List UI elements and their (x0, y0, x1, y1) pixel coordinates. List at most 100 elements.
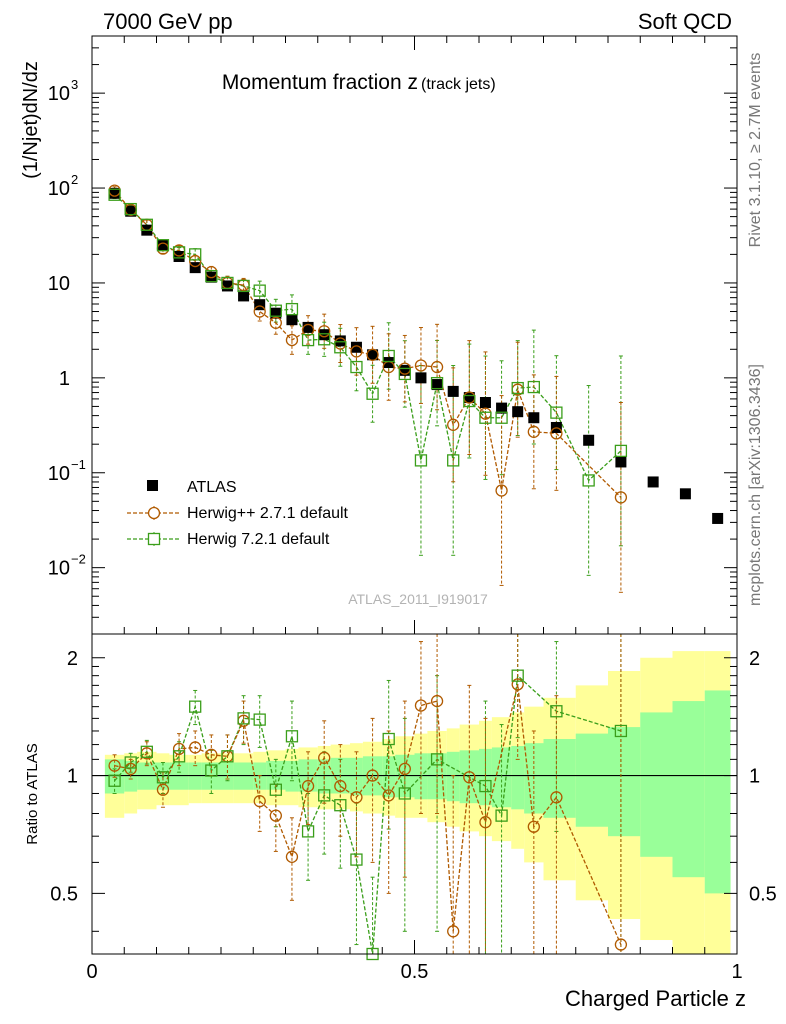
ratio-y-tick-label-right: 0.5 (749, 883, 777, 905)
atlas-data-point (512, 406, 524, 418)
ratio-herwigpp-point (189, 741, 202, 754)
atlas-data-point (383, 357, 395, 369)
main-y-tick-exponent: −2 (71, 552, 86, 567)
main-series-line (114, 190, 622, 498)
herwig7-data-point (269, 304, 282, 317)
ratio-y-tick-label-right: 1 (749, 766, 760, 788)
ratio-herwig7-point (382, 732, 395, 746)
ratio-herwig7-point (285, 730, 299, 743)
ratio-herwigpp-point (108, 759, 121, 772)
atlas-data-point (583, 434, 595, 446)
herwig7-data-point (205, 269, 218, 283)
ratio-herwigpp-point (430, 694, 444, 708)
atlas-data-point (189, 262, 201, 274)
legend-label-herwigpp: Herwig++ 2.7.1 default (187, 505, 349, 522)
main-y-tick-exponent: 3 (71, 77, 78, 92)
ratio-herwig7-point (108, 774, 121, 787)
atlas-data-point (479, 396, 491, 408)
atlas-data-point (254, 299, 266, 311)
ratio-band-inner (543, 739, 576, 818)
ratio-y-label: Ratio to ATLAS (24, 743, 41, 844)
herwig7-data-point (430, 376, 444, 390)
ratio-herwig7-point (205, 764, 218, 777)
ratio-herwigpp-point (550, 791, 563, 804)
ratio-herwigpp-point (479, 816, 492, 829)
atlas-data-point (157, 239, 169, 251)
ratio-herwigpp-point (414, 699, 428, 712)
ratio-series-line (114, 684, 622, 945)
legend-marker-herwigpp (147, 506, 161, 520)
atlas-data-point (350, 341, 362, 353)
herwig7-data-point (318, 333, 331, 346)
herwig7-data-point (495, 411, 508, 424)
ratio-y-tick-label: 0.5 (50, 883, 78, 905)
ratio-herwigpp-point (318, 751, 331, 764)
ratio-y-tick-label-right: 2 (749, 648, 760, 670)
x-tick-label: 0.5 (401, 961, 429, 983)
main-y-tick-exponent: 2 (71, 172, 78, 187)
ratio-herwigpp-point (124, 762, 137, 776)
analysis-tag: ATLAS_2011_I919017 (348, 591, 488, 607)
main-y-tick-label: 10 (48, 558, 70, 580)
ratio-herwigpp-point (301, 779, 315, 793)
main-title: Momentum fraction z (222, 71, 418, 94)
atlas-data-point (447, 385, 459, 397)
ratio-herwig7-point (269, 783, 282, 796)
atlas-data-point (367, 349, 379, 361)
herwig7-data-point (582, 474, 595, 487)
ratio-herwigpp-point (511, 678, 524, 691)
atlas-data-point (125, 205, 137, 217)
ratio-herwig7-point (189, 700, 202, 713)
atlas-data-point (496, 402, 508, 414)
ratio-band-inner (511, 746, 525, 810)
atlas-data-point (399, 364, 411, 376)
herwig7-data-point (301, 333, 315, 347)
ratio-herwigpp-point (172, 742, 186, 756)
x-axis-label: Charged Particle z (565, 986, 746, 1011)
ratio-band-inner (704, 690, 731, 894)
atlas-data-point (712, 512, 724, 524)
legend: ATLAS Herwig++ 2.7.1 default Herwig 7.2.… (127, 479, 349, 548)
ratio-herwigpp-point (447, 925, 460, 938)
herwigpp-data-point (550, 427, 563, 440)
herwig7-data-point (124, 202, 137, 216)
legend-label-herwig7: Herwig 7.2.1 default (187, 531, 330, 548)
rivet-label: Rivet 3.1.10, ≥ 2.7M events (747, 53, 764, 248)
ratio-y-tick-label: 2 (67, 648, 78, 670)
ratio-band-inner (640, 712, 673, 857)
main-y-tick-label: 10 (48, 178, 70, 200)
header-right: Soft QCD (638, 9, 732, 34)
ratio-herwig7-point (511, 669, 524, 682)
ratio-herwigpp-point (350, 791, 363, 804)
herwig7-data-point (550, 406, 563, 419)
herwig7-data-point (221, 276, 234, 290)
herwig7-data-point (189, 248, 202, 261)
herwig7-data-point (463, 394, 476, 408)
herwigpp-data-point (447, 418, 460, 431)
ratio-herwig7-point (172, 750, 186, 763)
main-y-tick-label: 10 (48, 273, 70, 295)
atlas-data-point (647, 476, 659, 488)
main-series-line (114, 194, 622, 482)
herwig7-data-point (479, 411, 492, 424)
atlas-data-point (318, 329, 330, 341)
main-y-tick-label: 1 (59, 368, 70, 390)
herwigpp-data-point (495, 484, 508, 497)
ratio-band-inner (350, 757, 363, 796)
ratio-herwig7-point (550, 705, 563, 718)
herwigpp-data-point (430, 360, 444, 374)
herwig7-data-point (285, 302, 299, 316)
ratio-herwigpp-point (334, 779, 347, 793)
legend-marker-atlas (147, 480, 158, 491)
atlas-data-point (286, 314, 298, 326)
main-data-layer (108, 184, 724, 593)
herwig7-data-point (172, 246, 186, 259)
ratio-herwig7-point (124, 756, 137, 769)
ratio-herwigpp-point (366, 769, 379, 782)
herwig7-data-point (527, 380, 540, 394)
atlas-data-point (679, 488, 691, 500)
herwigpp-data-point (318, 325, 331, 338)
ratio-herwig7-point (318, 789, 331, 802)
ratio-herwig7-point (221, 750, 234, 763)
